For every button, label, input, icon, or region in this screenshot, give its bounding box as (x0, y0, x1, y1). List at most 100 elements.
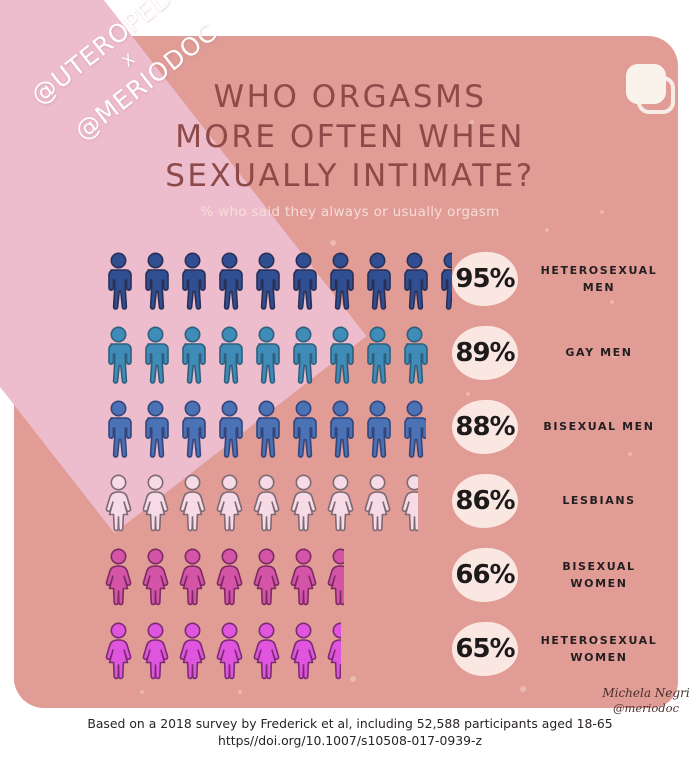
speckle-dot (466, 392, 470, 396)
chart-row: 65% HETEROSEXUAL WOMEN (100, 620, 660, 694)
person-icon (248, 252, 285, 310)
person-icon (137, 326, 174, 384)
person-icon (285, 252, 322, 310)
category-label-line-2: WOMEN (570, 577, 628, 590)
percentage-bubble: 88% (452, 400, 518, 454)
person-icon (137, 474, 174, 532)
percentage-bubble: 65% (452, 622, 518, 676)
percentage-bubble: 95% (452, 252, 518, 306)
percentage-value: 86% (455, 486, 515, 516)
artist-name: Michela Negri (602, 686, 690, 700)
speckle-dot (140, 690, 144, 694)
person-icon (285, 474, 322, 532)
person-icon (285, 622, 322, 680)
speckle-dot (596, 640, 600, 644)
speckle-dot (330, 240, 336, 246)
person-icon (322, 474, 359, 532)
speckle-dot (600, 210, 604, 214)
percentage-bubble: 86% (452, 474, 518, 528)
title-line-1: WHO ORGASMS (213, 79, 487, 115)
category-label: BISEXUAL WOMEN (524, 548, 674, 602)
person-icon (100, 474, 137, 532)
person-icon (100, 548, 137, 606)
category-label: LESBIANS (524, 474, 674, 528)
category-label-line-1: GAY MEN (565, 346, 633, 360)
chart-row: 89% GAY MEN (100, 324, 660, 398)
percentage-value: 66% (455, 560, 515, 590)
category-label: HETEROSEXUAL WOMEN (524, 622, 674, 676)
percentage-bubble: 66% (452, 548, 518, 602)
figure-group (100, 250, 452, 310)
figure-group (100, 546, 344, 606)
category-label-line-1: LESBIANS (562, 494, 636, 508)
footer-citation: Based on a 2018 survey by Frederick et a… (0, 716, 700, 748)
person-icon (359, 474, 396, 532)
person-icon-partial (433, 252, 452, 310)
speckle-dot (470, 120, 474, 124)
page-subtitle: % who said they always or usually orgasm (200, 204, 500, 221)
figure-group (100, 472, 418, 532)
person-icon-partial (396, 326, 429, 384)
category-label: BISEXUAL MEN (524, 400, 674, 454)
category-label-line-1: BISEXUAL (562, 559, 636, 573)
chart-row: 86% LESBIANS (100, 472, 660, 546)
person-icon (285, 400, 322, 458)
speckle-dot (350, 676, 356, 682)
person-icon (100, 326, 137, 384)
figure-group (100, 398, 426, 458)
speckle-dot (520, 686, 526, 692)
title-line-2: MORE OFTEN WHEN (175, 118, 525, 155)
page-title: WHO ORGASMS MORE OFTEN WHEN SEXUALLY INT… (120, 78, 580, 220)
percentage-value: 65% (455, 634, 515, 664)
title-line-3: SEXUALLY INTIMATE? (165, 158, 535, 195)
person-icon (100, 400, 137, 458)
person-icon (174, 400, 211, 458)
person-icon (100, 252, 137, 310)
person-icon (137, 548, 174, 606)
person-icon (174, 252, 211, 310)
person-icon (174, 622, 211, 680)
person-icon (285, 548, 322, 606)
person-icon-partial (322, 622, 341, 680)
person-icon (359, 326, 396, 384)
speckle-dot (610, 300, 614, 304)
person-icon (322, 326, 359, 384)
figure-group (100, 620, 341, 680)
person-icon (248, 622, 285, 680)
person-icon (248, 326, 285, 384)
category-label-line-2: WOMEN (570, 651, 628, 664)
person-icon (174, 474, 211, 532)
person-icon (137, 252, 174, 310)
category-label: HETEROSEXUAL MEN (524, 252, 674, 306)
person-icon (211, 548, 248, 606)
person-icon (322, 400, 359, 458)
artist-signature: Michela Negri @meriodoc (596, 686, 696, 715)
percentage-value: 88% (455, 412, 515, 442)
person-icon (359, 400, 396, 458)
chart-row: 88% BISEXUAL MEN (100, 398, 660, 472)
person-icon (174, 326, 211, 384)
person-icon (211, 622, 248, 680)
chart-row: 95% HETEROSEXUAL MEN (100, 250, 660, 324)
person-icon-partial (322, 548, 344, 606)
pictogram-chart: 95% HETEROSEXUAL MEN 89% GAY MEN 88% BISEXUAL … (100, 250, 660, 694)
person-icon (322, 252, 359, 310)
person-icon (285, 326, 322, 384)
person-icon (174, 548, 211, 606)
person-icon (211, 326, 248, 384)
person-icon (137, 622, 174, 680)
percentage-value: 95% (455, 264, 515, 294)
speckle-dot (238, 690, 242, 694)
chart-row: 66% BISEXUAL WOMEN (100, 546, 660, 620)
person-icon (137, 400, 174, 458)
category-label-line-1: HETEROSEXUAL (540, 633, 658, 647)
category-label-line-1: BISEXUAL MEN (543, 420, 655, 434)
person-icon (211, 400, 248, 458)
category-label: GAY MEN (524, 326, 674, 380)
person-icon-partial (396, 400, 426, 458)
percentage-bubble: 89% (452, 326, 518, 380)
category-label-line-2: MEN (582, 281, 616, 294)
speckle-dot (545, 228, 549, 232)
person-icon (211, 474, 248, 532)
person-icon-partial (396, 474, 418, 532)
